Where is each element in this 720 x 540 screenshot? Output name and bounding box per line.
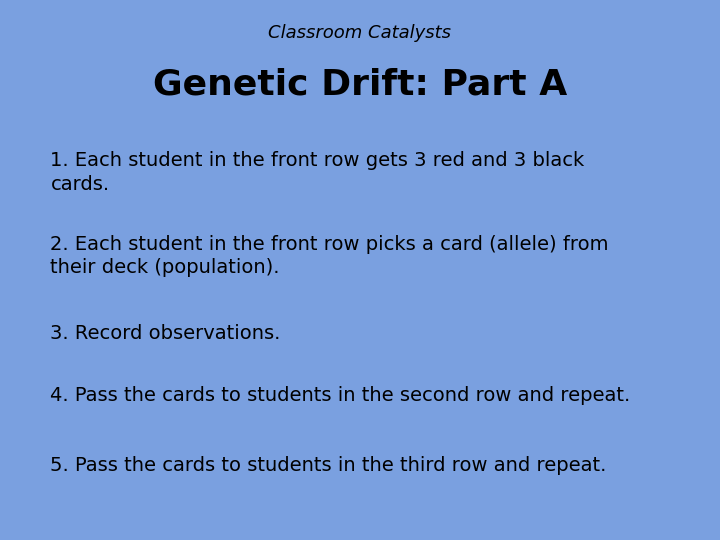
Text: Genetic Drift: Part A: Genetic Drift: Part A — [153, 68, 567, 102]
Text: 2. Each student in the front row picks a card (allele) from
their deck (populati: 2. Each student in the front row picks a… — [50, 235, 609, 278]
Text: 3. Record observations.: 3. Record observations. — [50, 324, 281, 343]
Text: 4. Pass the cards to students in the second row and repeat.: 4. Pass the cards to students in the sec… — [50, 386, 631, 405]
Text: 5. Pass the cards to students in the third row and repeat.: 5. Pass the cards to students in the thi… — [50, 456, 607, 475]
Text: 1. Each student in the front row gets 3 red and 3 black
cards.: 1. Each student in the front row gets 3 … — [50, 151, 585, 194]
Text: Classroom Catalysts: Classroom Catalysts — [269, 24, 451, 42]
